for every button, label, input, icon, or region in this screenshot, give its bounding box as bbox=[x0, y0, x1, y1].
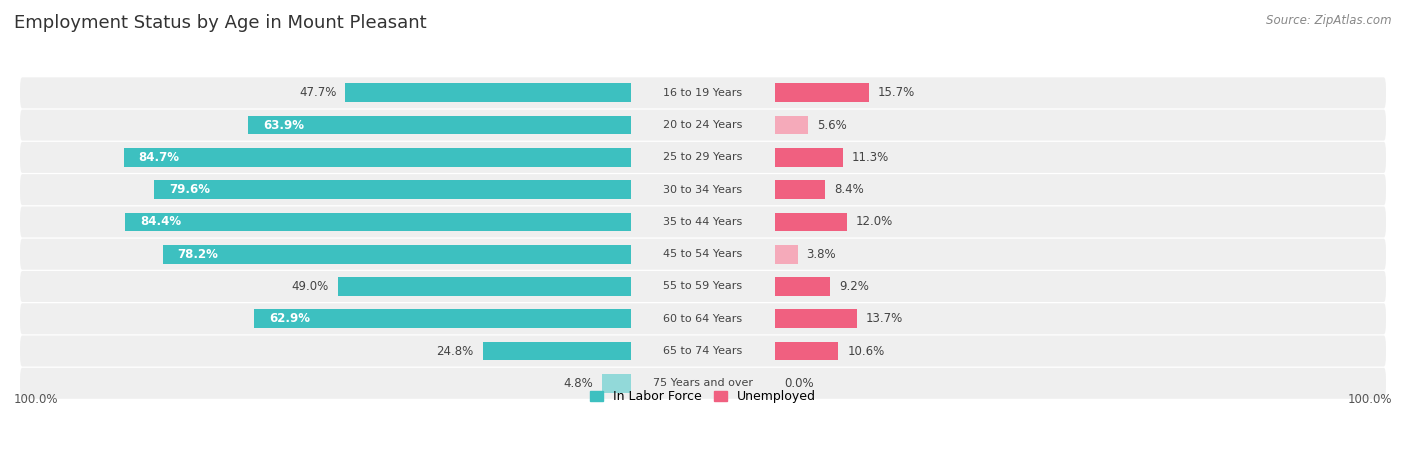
Text: 100.0%: 100.0% bbox=[14, 393, 59, 406]
Text: 79.6%: 79.6% bbox=[169, 183, 211, 196]
Bar bbox=[775, 342, 838, 360]
Text: 62.9%: 62.9% bbox=[270, 312, 311, 325]
Text: 13.7%: 13.7% bbox=[866, 312, 903, 325]
Text: 49.0%: 49.0% bbox=[291, 280, 329, 293]
Text: Employment Status by Age in Mount Pleasant: Employment Status by Age in Mount Pleasa… bbox=[14, 14, 426, 32]
Bar bbox=[254, 309, 631, 328]
Text: 24.8%: 24.8% bbox=[436, 345, 474, 358]
Text: 55 to 59 Years: 55 to 59 Years bbox=[664, 281, 742, 291]
Bar bbox=[775, 83, 869, 102]
Text: 0.0%: 0.0% bbox=[785, 377, 814, 390]
Text: 35 to 44 Years: 35 to 44 Years bbox=[664, 217, 742, 227]
Bar bbox=[602, 374, 631, 393]
Bar bbox=[775, 245, 797, 263]
Text: 84.7%: 84.7% bbox=[139, 151, 180, 164]
Text: 25 to 29 Years: 25 to 29 Years bbox=[664, 152, 742, 162]
Text: 47.7%: 47.7% bbox=[299, 86, 336, 99]
Bar bbox=[775, 148, 842, 167]
Text: Source: ZipAtlas.com: Source: ZipAtlas.com bbox=[1267, 14, 1392, 27]
Text: 16 to 19 Years: 16 to 19 Years bbox=[664, 88, 742, 98]
Bar bbox=[346, 83, 631, 102]
Bar bbox=[482, 342, 631, 360]
Text: 9.2%: 9.2% bbox=[839, 280, 869, 293]
Bar bbox=[337, 277, 631, 296]
Text: 8.4%: 8.4% bbox=[834, 183, 863, 196]
Bar bbox=[775, 180, 825, 199]
Text: 84.4%: 84.4% bbox=[141, 216, 181, 229]
FancyBboxPatch shape bbox=[20, 368, 1386, 399]
FancyBboxPatch shape bbox=[20, 336, 1386, 367]
Text: 10.6%: 10.6% bbox=[848, 345, 884, 358]
Text: 11.3%: 11.3% bbox=[852, 151, 889, 164]
Text: 45 to 54 Years: 45 to 54 Years bbox=[664, 249, 742, 259]
Text: 63.9%: 63.9% bbox=[263, 119, 304, 132]
FancyBboxPatch shape bbox=[20, 207, 1386, 237]
Bar bbox=[249, 116, 631, 134]
FancyBboxPatch shape bbox=[20, 110, 1386, 141]
Bar bbox=[124, 148, 631, 167]
Text: 15.7%: 15.7% bbox=[877, 86, 915, 99]
Legend: In Labor Force, Unemployed: In Labor Force, Unemployed bbox=[591, 390, 815, 403]
FancyBboxPatch shape bbox=[20, 271, 1386, 302]
Bar bbox=[163, 245, 631, 263]
Text: 12.0%: 12.0% bbox=[856, 216, 893, 229]
Bar bbox=[775, 277, 830, 296]
Text: 100.0%: 100.0% bbox=[1347, 393, 1392, 406]
FancyBboxPatch shape bbox=[20, 78, 1386, 108]
Text: 5.6%: 5.6% bbox=[817, 119, 848, 132]
Text: 3.8%: 3.8% bbox=[807, 248, 837, 261]
Text: 4.8%: 4.8% bbox=[564, 377, 593, 390]
Text: 65 to 74 Years: 65 to 74 Years bbox=[664, 346, 742, 356]
FancyBboxPatch shape bbox=[20, 239, 1386, 270]
FancyBboxPatch shape bbox=[20, 303, 1386, 334]
FancyBboxPatch shape bbox=[20, 142, 1386, 173]
Text: 78.2%: 78.2% bbox=[177, 248, 218, 261]
Text: 75 Years and over: 75 Years and over bbox=[652, 378, 754, 388]
Bar bbox=[775, 212, 846, 231]
Text: 20 to 24 Years: 20 to 24 Years bbox=[664, 120, 742, 130]
Text: 30 to 34 Years: 30 to 34 Years bbox=[664, 184, 742, 195]
Bar bbox=[125, 212, 631, 231]
Bar bbox=[775, 309, 858, 328]
FancyBboxPatch shape bbox=[20, 174, 1386, 205]
Bar bbox=[155, 180, 631, 199]
Text: 60 to 64 Years: 60 to 64 Years bbox=[664, 314, 742, 324]
Bar bbox=[775, 116, 808, 134]
